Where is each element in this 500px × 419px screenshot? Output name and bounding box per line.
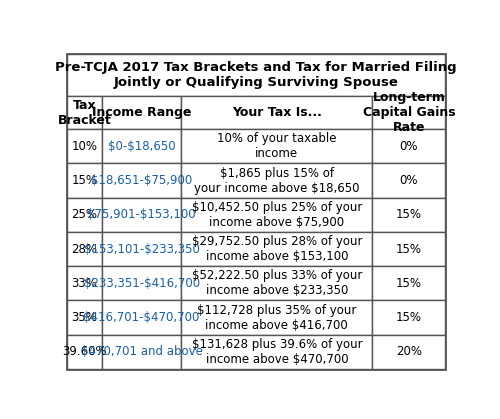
Text: 25%: 25% [72, 208, 98, 221]
Text: Pre-TCJA 2017 Tax Brackets and Tax for Married Filing
Jointly or Qualifying Surv: Pre-TCJA 2017 Tax Brackets and Tax for M… [56, 61, 457, 89]
Text: 0%: 0% [400, 174, 418, 187]
Text: Long-term
Capital Gains
Rate: Long-term Capital Gains Rate [362, 91, 455, 134]
Bar [182, 129, 372, 163]
Bar [102, 300, 182, 335]
Text: \$29,752.50 plus 28% of your
income above \$153,100: \$29,752.50 plus 28% of your income abov… [192, 235, 362, 263]
Bar [102, 266, 182, 300]
Bar [182, 232, 372, 266]
Bar [372, 96, 446, 129]
Bar [372, 300, 446, 335]
Bar [67, 300, 102, 335]
Bar [67, 129, 102, 163]
Bar [372, 266, 446, 300]
Text: \$52,222.50 plus 33% of your
income above \$233,350: \$52,222.50 plus 33% of your income abov… [192, 269, 362, 297]
Bar [372, 163, 446, 198]
Text: 10% of your taxable
income: 10% of your taxable income [217, 132, 336, 160]
Text: 0%: 0% [400, 140, 418, 153]
Text: 33%: 33% [72, 277, 98, 290]
Text: 20%: 20% [396, 345, 422, 358]
Text: 15%: 15% [396, 277, 422, 290]
Text: Your Tax Is...: Your Tax Is... [232, 106, 322, 119]
Text: \$416,701-\$470,700: \$416,701-\$470,700 [84, 311, 200, 324]
Text: \$233,351-\$416,700: \$233,351-\$416,700 [84, 277, 200, 290]
Bar [182, 300, 372, 335]
Bar [372, 232, 446, 266]
Bar [182, 266, 372, 300]
Bar [182, 96, 372, 129]
Text: 39.60%: 39.60% [62, 345, 107, 358]
Text: 15%: 15% [396, 208, 422, 221]
Bar [67, 232, 102, 266]
Bar [67, 54, 446, 96]
Bar [67, 335, 102, 369]
Text: \$1,865 plus 15% of
your income above \$18,650: \$1,865 plus 15% of your income above \$… [194, 166, 360, 194]
Text: \$75,901-\$153,100: \$75,901-\$153,100 [88, 208, 196, 221]
Text: \$18,651-\$75,900: \$18,651-\$75,900 [91, 174, 192, 187]
Bar [372, 198, 446, 232]
Bar [102, 198, 182, 232]
Text: 15%: 15% [72, 174, 98, 187]
Text: 35%: 35% [72, 311, 98, 324]
Text: 10%: 10% [72, 140, 98, 153]
Text: Income Range: Income Range [92, 106, 192, 119]
Text: Tax
Bracket: Tax Bracket [58, 98, 112, 127]
Text: \$131,628 plus 39.6% of your
income above \$470,700: \$131,628 plus 39.6% of your income abov… [192, 338, 362, 366]
Bar [102, 129, 182, 163]
Text: \$470,701 and above: \$470,701 and above [80, 345, 202, 358]
Bar [372, 129, 446, 163]
Bar [102, 163, 182, 198]
Bar [102, 232, 182, 266]
Text: \$153,101-\$233,350: \$153,101-\$233,350 [84, 243, 200, 256]
Bar [67, 266, 102, 300]
Bar [182, 163, 372, 198]
Bar [67, 163, 102, 198]
Text: 15%: 15% [396, 311, 422, 324]
Bar [182, 335, 372, 369]
Text: \$0-\$18,650: \$0-\$18,650 [108, 140, 176, 153]
Text: 28%: 28% [72, 243, 98, 256]
Bar [67, 198, 102, 232]
Bar [102, 96, 182, 129]
Text: \$112,728 plus 35% of your
income above \$416,700: \$112,728 plus 35% of your income above … [197, 304, 356, 331]
Text: \$10,452.50 plus 25% of your
income above \$75,900: \$10,452.50 plus 25% of your income abov… [192, 201, 362, 229]
Bar [67, 96, 102, 129]
Bar [182, 198, 372, 232]
Text: 15%: 15% [396, 243, 422, 256]
Bar [372, 335, 446, 369]
Bar [102, 335, 182, 369]
